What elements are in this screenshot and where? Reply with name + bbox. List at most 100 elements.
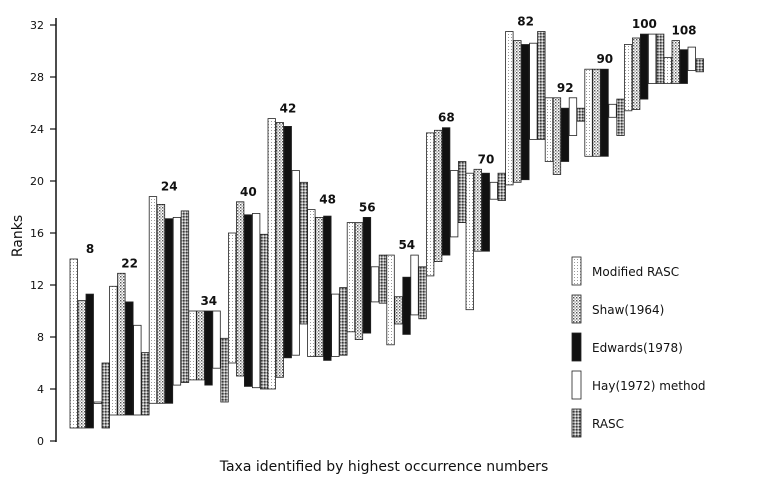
group-label: 82: [517, 15, 534, 29]
bar-hay-1972-method: [172, 216, 182, 386]
bar-shaw-1964: [394, 296, 403, 325]
y-axis: 0 4 8 12 16 20 24 28 32 Ranks: [10, 18, 57, 448]
bar-shaw-1964: [117, 272, 126, 416]
bar-edwards-1978: [362, 216, 372, 334]
bar-modified-rasc: [584, 68, 593, 157]
bar-modified-rasc: [109, 285, 118, 416]
group-label: 22: [121, 256, 138, 270]
bar-hay-1972-method: [449, 170, 459, 238]
legend-swatch: [571, 370, 582, 400]
bar-rasc: [497, 172, 506, 201]
bar-modified-rasc: [544, 97, 554, 162]
bar-hay-1972-method: [648, 33, 657, 84]
bar-rasc: [378, 254, 388, 304]
bar-modified-rasc: [386, 254, 395, 346]
x-axis: Taxa identified by highest occurrence nu…: [219, 459, 549, 475]
bar-rasc: [180, 210, 190, 383]
bar-edwards-1978: [243, 214, 253, 387]
bar-rasc: [220, 337, 229, 403]
legend-swatch: [571, 294, 582, 324]
y-ticks: 0 4 8 12 16 20 24 28 32: [30, 19, 56, 448]
bar-shaw-1964: [235, 201, 245, 377]
bar-shaw-1964: [77, 300, 86, 429]
bar-rasc: [656, 33, 665, 84]
bar-edwards-1978: [481, 172, 490, 252]
bar-modified-rasc: [346, 222, 356, 333]
y-tick-label: 12: [30, 279, 44, 292]
bar-edwards-1978: [560, 107, 570, 162]
bar-hay-1972-method: [331, 293, 340, 357]
legend-item: Edwards(1978): [571, 332, 683, 362]
bar-shaw-1964: [473, 168, 482, 252]
bar-hay-1972-method: [608, 103, 617, 118]
bar-group-56: [346, 216, 388, 341]
x-axis-title: Taxa identified by highest occurrence nu…: [219, 459, 549, 475]
legend: Modified RASC Shaw(1964) Edwards(1978) Hay(…: [571, 256, 706, 438]
bar-group-92: [544, 97, 586, 175]
bar-group-90: [584, 68, 625, 157]
bar-shaw-1964: [354, 222, 364, 341]
y-tick-label: 32: [30, 19, 44, 32]
bar-rasc: [616, 98, 625, 136]
bar-groups: [69, 31, 704, 429]
legend-swatch: [571, 408, 582, 438]
bar-group-82: [505, 31, 546, 186]
bar-edwards-1978: [441, 127, 451, 256]
y-tick-label: 20: [30, 175, 44, 188]
y-axis-title: Ranks: [10, 215, 26, 257]
bar-shaw-1964: [671, 40, 680, 84]
bar-group-108: [663, 40, 704, 84]
bar-group-24: [148, 196, 190, 404]
bar-shaw-1964: [513, 40, 522, 183]
bar-modified-rasc: [425, 132, 435, 277]
bar-shaw-1964: [433, 129, 443, 263]
group-label: 56: [359, 200, 376, 214]
bar-edwards-1978: [640, 33, 649, 100]
legend-item: Modified RASC: [571, 256, 679, 286]
bar-hay-1972-method: [568, 97, 578, 136]
legend-label: Modified RASC: [592, 265, 679, 279]
bar-group-22: [109, 272, 150, 416]
bar-shaw-1964: [196, 310, 205, 381]
bar-edwards-1978: [164, 218, 174, 404]
bar-modified-rasc: [505, 31, 514, 186]
bar-hay-1972-method: [251, 213, 261, 389]
group-label: 24: [161, 180, 178, 194]
bar-rasc: [457, 161, 467, 223]
bar-group-100: [624, 33, 665, 112]
bar-edwards-1978: [679, 49, 688, 84]
bar-shaw-1964: [552, 97, 562, 175]
legend-label: Shaw(1964): [592, 303, 664, 317]
legend-swatch: [571, 256, 582, 286]
bar-group-40: [227, 201, 269, 390]
bar-modified-rasc: [663, 57, 672, 84]
group-label: 34: [200, 294, 217, 308]
y-tick-label: 4: [37, 383, 44, 396]
bar-group-42: [267, 118, 308, 390]
bar-rasc: [537, 31, 546, 140]
bar-shaw-1964: [275, 122, 284, 378]
bar-group-34: [188, 310, 229, 403]
group-label: 40: [240, 185, 257, 199]
bar-modified-rasc: [227, 232, 237, 364]
bar-hay-1972-method: [212, 310, 221, 369]
bar-modified-rasc: [69, 258, 78, 429]
bar-modified-rasc: [148, 196, 158, 404]
bar-edwards-1978: [283, 126, 292, 359]
bar-rasc: [339, 287, 348, 356]
bar-shaw-1964: [315, 216, 324, 357]
bar-hay-1972-method: [93, 401, 102, 404]
legend-item: Hay(1972) method: [571, 370, 706, 400]
bar-edwards-1978: [402, 276, 411, 335]
bar-hay-1972-method: [410, 254, 419, 316]
bar-shaw-1964: [156, 203, 166, 404]
bar-edwards-1978: [85, 293, 94, 429]
group-label: 8: [86, 242, 94, 256]
legend-label: RASC: [592, 417, 624, 431]
group-label: 42: [280, 102, 297, 116]
bar-rasc: [141, 352, 150, 416]
bar-rasc: [101, 362, 110, 429]
bar-shaw-1964: [632, 37, 641, 110]
y-tick-label: 16: [30, 227, 44, 240]
